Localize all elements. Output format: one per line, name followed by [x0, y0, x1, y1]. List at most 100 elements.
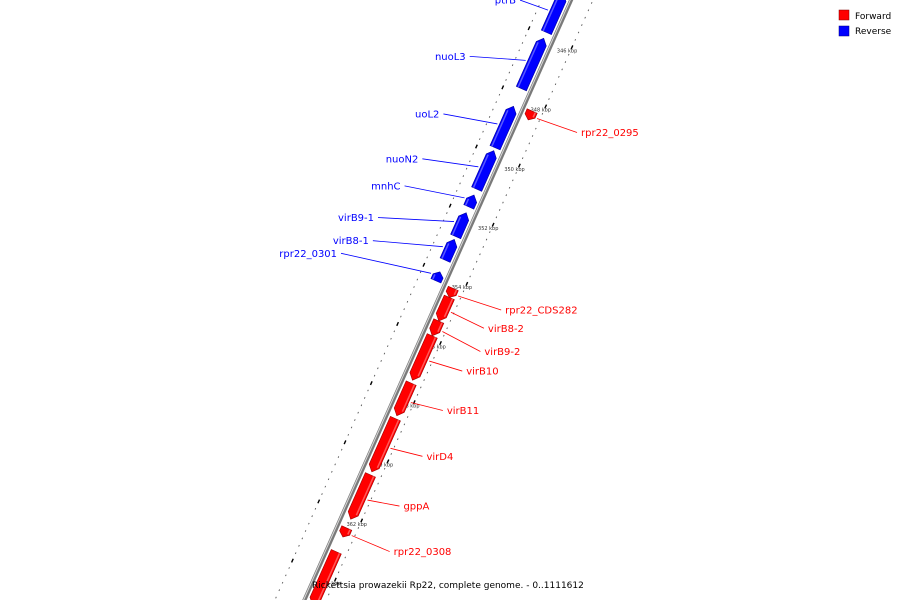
minor-tick: [327, 478, 330, 481]
major-tick-right: [422, 262, 426, 267]
gene-arrow-shine: [443, 298, 454, 318]
minor-tick: [294, 552, 297, 555]
gene-arrow-virB11[interactable]: [393, 380, 417, 417]
minor-tick: [574, 38, 577, 41]
major-tick-right: [290, 558, 294, 563]
legend-label-reverse: Reverse: [855, 27, 892, 37]
gene-features[interactable]: [309, 0, 567, 600]
gene-label[interactable]: virB9-2: [484, 347, 520, 358]
minor-tick: [581, 24, 583, 27]
minor-tick: [374, 490, 376, 492]
minor-tick: [459, 297, 461, 300]
minor-tick: [380, 360, 382, 362]
gene-arrow-virB8-1[interactable]: [439, 238, 458, 263]
major-tick-left: [517, 163, 521, 168]
minor-tick: [377, 482, 379, 485]
minor-tick: [377, 367, 379, 370]
gene-arrow-nuoL3[interactable]: [515, 37, 547, 92]
gene-label[interactable]: uoL2: [415, 109, 439, 120]
minor-tick: [485, 123, 488, 126]
gene-label[interactable]: rpr22_0301: [279, 249, 337, 260]
gene-arrow-rpr22_0295[interactable]: [524, 108, 538, 121]
gene-arrow-shine: [437, 322, 443, 333]
gene-label[interactable]: virB10: [466, 367, 498, 378]
gene-leader-line: [429, 360, 463, 372]
gene-label[interactable]: nuoL3: [435, 52, 466, 63]
minor-tick: [558, 75, 560, 78]
minor-tick: [456, 305, 458, 307]
map-caption: Rickettsia prowazekii Rp22, complete gen…: [312, 581, 584, 591]
minor-tick: [331, 586, 333, 588]
gene-arrow-rpr22_0301[interactable]: [430, 271, 444, 284]
major-tick-left: [333, 577, 337, 582]
gene-arrow-gppA[interactable]: [347, 472, 376, 520]
gene-arrow-shine: [441, 243, 450, 259]
minor-tick: [285, 574, 287, 577]
minor-tick: [469, 275, 471, 278]
minor-tick: [472, 268, 475, 271]
minor-tick: [367, 389, 369, 392]
backbone-highlight: [303, 0, 571, 600]
gene-label[interactable]: rpr22_0308: [394, 547, 452, 558]
minor-tick: [521, 157, 524, 160]
gene-leader-line: [367, 499, 400, 507]
minor-tick: [383, 467, 386, 470]
major-tick-right: [527, 26, 531, 31]
minor-tick: [511, 64, 514, 67]
minor-tick: [455, 189, 458, 192]
gene-label[interactable]: virB9-1: [338, 213, 374, 224]
minor-tick: [423, 379, 425, 381]
minor-tick: [357, 526, 360, 529]
gene-label[interactable]: rpr22_0295: [581, 128, 639, 139]
minor-tick: [587, 9, 590, 12]
minor-tick: [462, 175, 465, 177]
gene-arrow-unnamed[interactable]: [309, 549, 342, 600]
gene-label[interactable]: virD4: [426, 452, 453, 463]
gene-arrow-virB8-2[interactable]: [435, 294, 455, 322]
gene-label[interactable]: ptrB: [495, 0, 516, 7]
tick-label: 358 kbp: [399, 403, 419, 409]
minor-tick: [383, 352, 386, 355]
gene-arrow-rpr22_CDS282[interactable]: [445, 285, 459, 298]
gene-arrow-virB10[interactable]: [409, 333, 438, 381]
minor-tick: [521, 42, 524, 44]
minor-tick: [275, 596, 277, 599]
gene-label[interactable]: virB11: [447, 406, 479, 417]
minor-tick: [538, 120, 540, 123]
gene-label[interactable]: nuoN2: [386, 154, 419, 165]
minor-tick: [564, 61, 567, 63]
minor-tick: [367, 504, 369, 507]
gene-arrow-nuoN2[interactable]: [471, 150, 497, 192]
minor-tick: [341, 563, 343, 566]
minor-tick: [380, 475, 383, 478]
legend-label-forward: Forward: [855, 12, 891, 22]
gene-label[interactable]: virB8-1: [333, 236, 369, 247]
minor-tick: [584, 16, 586, 19]
minor-tick: [479, 253, 481, 256]
gene-arrow-virD4[interactable]: [368, 416, 401, 473]
tick-label: 348 kbp: [531, 108, 551, 114]
minor-tick: [498, 93, 501, 96]
gene-arrow-uoL2[interactable]: [489, 105, 517, 151]
gene-arrow-shine: [532, 112, 537, 118]
minor-tick: [400, 430, 402, 433]
gene-label[interactable]: gppA: [403, 502, 429, 513]
gene-arrow-mnhC[interactable]: [463, 194, 478, 210]
gene-label[interactable]: mnhC: [371, 181, 400, 192]
minor-tick: [420, 386, 422, 389]
gene-leader-line: [340, 252, 432, 274]
major-tick-right: [343, 440, 347, 445]
minor-tick: [328, 593, 330, 596]
gene-arrow-ptrB[interactable]: [540, 0, 567, 35]
minor-tick: [304, 530, 307, 532]
tick-label: 364 kbp: [320, 581, 340, 587]
gene-arrow-rpr22_0308[interactable]: [339, 525, 353, 538]
minor-tick: [502, 201, 504, 204]
gene-label[interactable]: virB8-2: [488, 324, 524, 335]
gene-arrow-shine: [317, 552, 341, 600]
gene-leader-line: [351, 535, 390, 552]
gene-arrow-virB9-2[interactable]: [429, 318, 445, 337]
gene-arrow-virB9-1[interactable]: [450, 212, 470, 240]
gene-label[interactable]: rpr22_CDS282: [505, 305, 577, 316]
